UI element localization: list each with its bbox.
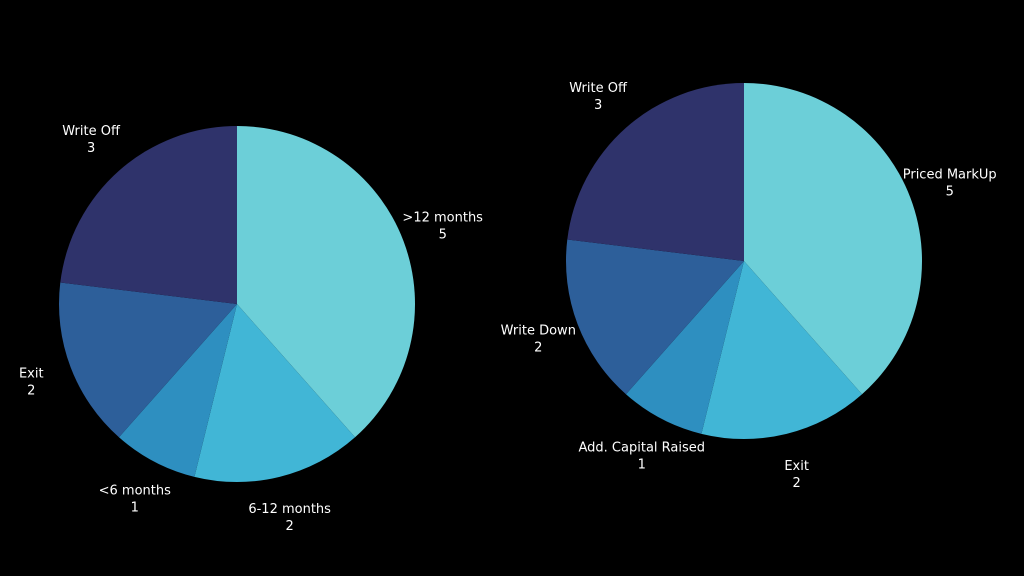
slice-label: Add. Capital Raised <box>579 440 706 455</box>
pie-slice <box>567 83 744 261</box>
slice-label: Exit <box>784 459 809 474</box>
slice-label: Priced MarkUp <box>903 167 997 182</box>
pie-slice <box>566 239 744 395</box>
pie-slice <box>237 126 415 438</box>
pie-slice <box>744 83 923 395</box>
slice-value: 5 <box>439 227 447 242</box>
slice-label: >12 months <box>402 210 483 225</box>
pie-slice <box>194 304 356 483</box>
slice-value: 5 <box>946 184 954 199</box>
pie-slice <box>60 126 237 304</box>
pie-slice <box>118 304 237 477</box>
slice-value: 2 <box>286 519 294 534</box>
slice-value: 3 <box>87 141 95 156</box>
slice-value: 1 <box>638 457 646 472</box>
slice-label: Write Down <box>501 324 576 339</box>
slice-value: 1 <box>131 500 139 515</box>
slice-label: <6 months <box>99 483 171 498</box>
slice-label: Write Off <box>62 124 121 139</box>
pie-slice <box>58 282 237 438</box>
slice-value: 2 <box>793 476 801 491</box>
pie-slice <box>701 261 863 439</box>
pie-slice <box>625 261 744 434</box>
slice-label: 6-12 months <box>248 502 331 517</box>
slice-value: 2 <box>27 384 35 399</box>
slice-label: Write Off <box>569 81 628 96</box>
slice-value: 3 <box>594 98 602 113</box>
slice-label: Exit <box>19 367 44 382</box>
slice-value: 2 <box>534 341 542 356</box>
